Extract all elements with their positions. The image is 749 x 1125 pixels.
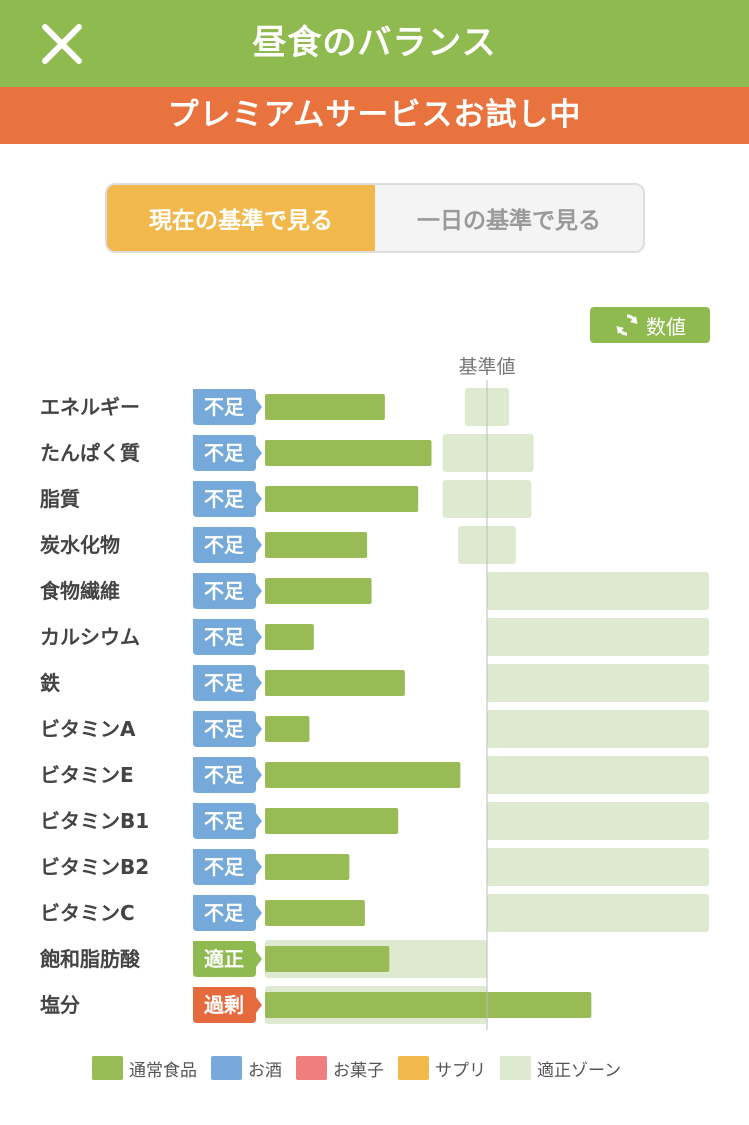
legend-swatch: [500, 1056, 531, 1080]
optimal-zone-bar: [487, 664, 709, 702]
intake-bar: [265, 578, 372, 604]
nutrient-label: 鉄: [40, 671, 60, 695]
intake-bar: [265, 808, 399, 834]
nutrient-label: 飽和脂肪酸: [40, 947, 141, 971]
nutrient-label: 食物繊維: [40, 579, 120, 603]
intake-bar: [265, 854, 350, 880]
legend-label: サプリ: [435, 1060, 486, 1081]
intake-bar: [265, 900, 365, 926]
legend-label: 通常食品: [129, 1060, 197, 1081]
legend-swatch: [296, 1056, 327, 1080]
status-label: 不足: [204, 533, 245, 557]
status-badge: [193, 987, 262, 1023]
page-title: 昼食のバランス: [252, 23, 497, 63]
status-label: 適正: [204, 947, 244, 971]
legend-label: お酒: [248, 1060, 282, 1081]
legend-swatch: [211, 1056, 242, 1080]
nutrient-label: ビタミンA: [40, 717, 136, 741]
status-label: 不足: [204, 717, 245, 741]
nutrient-label: ビタミンC: [40, 901, 135, 925]
intake-bar: [265, 716, 310, 742]
standard-toggle: 現在の基準で見る 一日の基準で見る: [105, 183, 645, 253]
nutrient-label: ビタミンB2: [40, 855, 149, 879]
status-label: 不足: [204, 809, 245, 833]
daily-standard-button[interactable]: 一日の基準で見る: [417, 208, 601, 234]
legend-item: 通常食品: [92, 1056, 197, 1081]
status-label: 不足: [204, 671, 245, 695]
status-badge: [193, 389, 262, 425]
intake-bar: [265, 762, 461, 788]
status-label: 不足: [204, 579, 245, 603]
intake-bar: [265, 624, 314, 650]
status-badge: [193, 895, 262, 931]
optimal-zone-bar: [487, 572, 709, 610]
refresh-icon: [616, 314, 638, 336]
status-badge: [193, 527, 262, 563]
legend-item: サプリ: [398, 1056, 486, 1081]
status-label: 過剰: [204, 993, 244, 1017]
status-badge: [193, 573, 262, 609]
optimal-zone-bar: [487, 710, 709, 748]
legend-item: お酒: [211, 1056, 282, 1081]
optimal-zone-bar: [487, 848, 709, 886]
status-label: 不足: [204, 625, 245, 649]
intake-bar: [265, 670, 405, 696]
nutrient-label: ビタミンE: [40, 763, 134, 787]
nutrient-label: 塩分: [40, 993, 80, 1017]
optimal-zone-bar: [487, 756, 709, 794]
status-label: 不足: [204, 901, 245, 925]
optimal-zone-bar: [487, 618, 709, 656]
status-label: 不足: [204, 395, 245, 419]
status-badge: [193, 757, 262, 793]
status-label: 不足: [204, 763, 245, 787]
legend-item: 適正ゾーン: [500, 1056, 621, 1081]
status-badge: [193, 803, 262, 839]
legend: 通常食品 お酒 お菓子 サプリ 適正ゾーン: [92, 1054, 621, 1082]
nutrient-label: カルシウム: [40, 625, 140, 649]
current-standard-button[interactable]: 現在の基準で見る: [107, 185, 375, 251]
premium-trial-banner: プレミアムサービスお試し中: [0, 87, 749, 144]
legend-swatch: [398, 1056, 429, 1080]
legend-swatch: [92, 1056, 123, 1080]
optimal-zone-bar: [442, 434, 534, 472]
nutrient-label: たんぱく質: [40, 441, 140, 465]
top-bar: 昼食のバランス: [0, 0, 749, 87]
status-badge: [193, 665, 262, 701]
nutrient-label: エネルギー: [40, 395, 140, 419]
reference-value-label: 基準値: [458, 356, 516, 378]
status-badge: [193, 619, 262, 655]
show-values-label: 数値: [646, 314, 686, 339]
optimal-zone-bar: [487, 894, 709, 932]
status-badge: [193, 941, 262, 977]
legend-label: 適正ゾーン: [537, 1060, 622, 1081]
intake-bar: [265, 486, 419, 512]
optimal-zone-bar: [487, 802, 709, 840]
intake-bar: [265, 532, 368, 558]
status-badge: [193, 481, 262, 517]
status-label: 不足: [204, 487, 245, 511]
intake-bar: [265, 440, 432, 466]
intake-bar: [265, 992, 592, 1018]
nutrient-label: 炭水化物: [40, 533, 120, 557]
status-label: 不足: [204, 441, 245, 465]
legend-item: お菓子: [296, 1056, 384, 1081]
status-badge: [193, 711, 262, 747]
status-label: 不足: [204, 855, 245, 879]
intake-bar: [265, 946, 390, 972]
nutrient-label: 脂質: [40, 487, 80, 511]
status-badge: [193, 849, 262, 885]
status-badge: [193, 435, 262, 471]
intake-bar: [265, 394, 385, 420]
show-values-button[interactable]: 数値: [590, 307, 710, 343]
nutrient-label: ビタミンB1: [40, 809, 149, 833]
legend-label: お菓子: [333, 1060, 384, 1081]
